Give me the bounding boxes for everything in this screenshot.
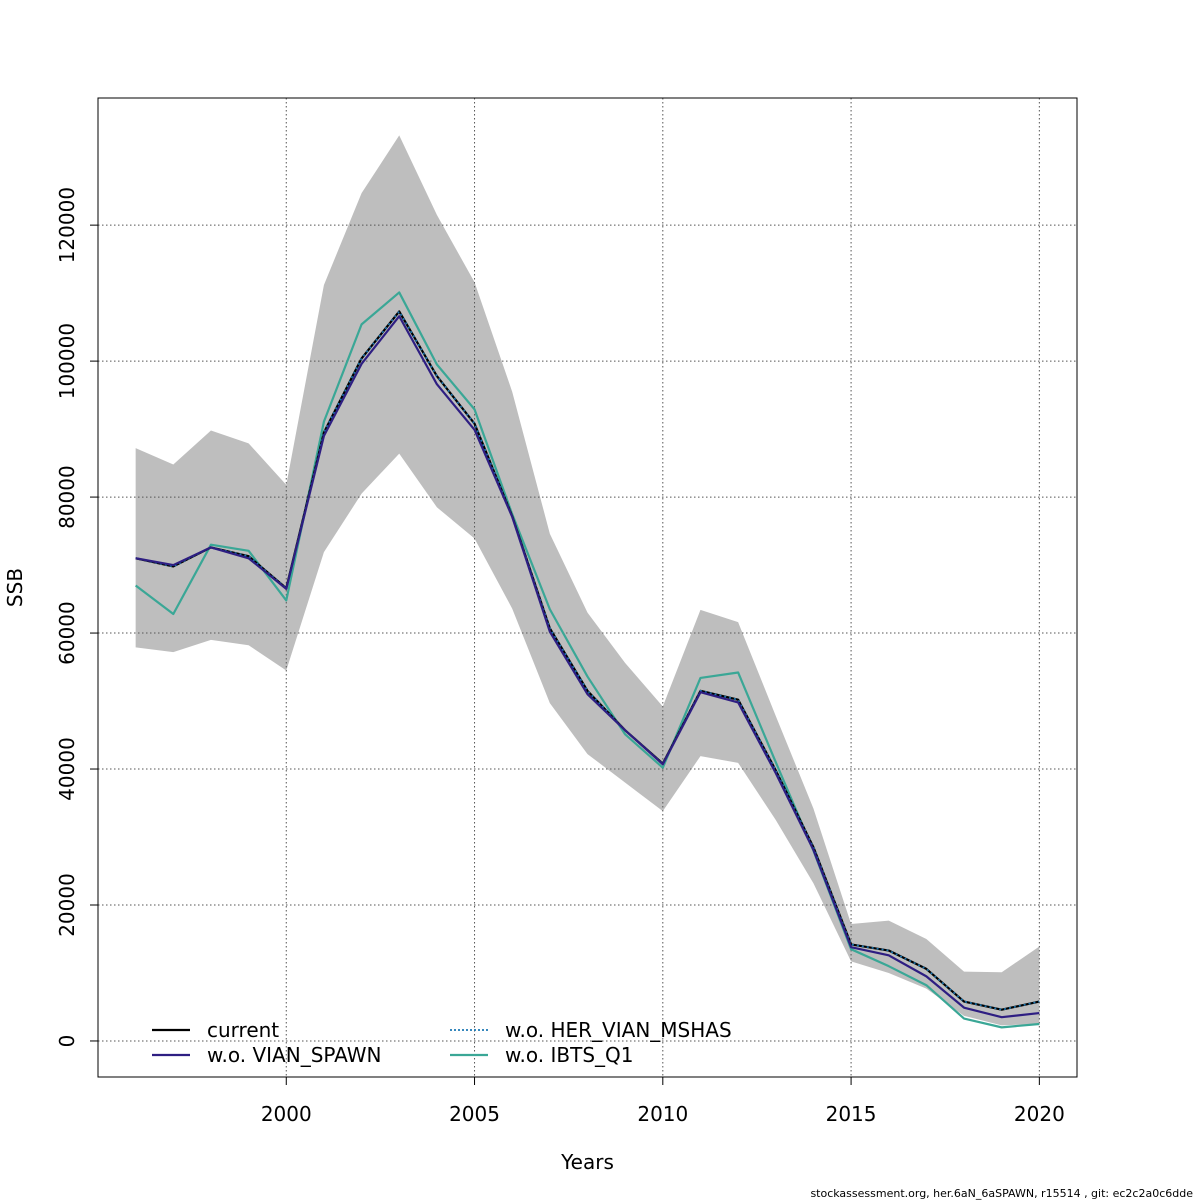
x-axis-title: Years — [560, 1150, 614, 1174]
y-axis: 0 20000 40000 60000 80000 100000 120000 — [55, 187, 98, 1047]
legend-label: current — [207, 1018, 279, 1042]
x-tick-label: 2000 — [261, 1102, 312, 1126]
series-line-1 — [135, 315, 1040, 1019]
x-tick-label: 2005 — [449, 1102, 500, 1126]
y-tick-label: 120000 — [55, 187, 79, 263]
x-axis: 2000 2005 2010 2015 2020 — [261, 1077, 1065, 1126]
y-tick-label: 60000 — [55, 601, 79, 665]
legend-label: w.o. VIAN_SPAWN — [207, 1043, 382, 1067]
y-tick-label: 100000 — [55, 323, 79, 399]
series-layer — [134, 291, 1040, 1029]
x-tick-label: 2010 — [637, 1102, 688, 1126]
x-tick-label: 2015 — [826, 1102, 877, 1126]
plot-frame — [97, 97, 1078, 1078]
y-tick-label: 20000 — [55, 873, 79, 937]
y-tick-label: 40000 — [55, 737, 79, 801]
y-axis-title: SSB — [3, 568, 27, 607]
legend-label: w.o. IBTS_Q1 — [505, 1043, 633, 1067]
legend-label: w.o. HER_VIAN_MSHAS — [505, 1018, 732, 1042]
footer-credit: stockassessment.org, her.6aN_6aSPAWN, r1… — [810, 1187, 1193, 1200]
y-tick-label: 0 — [55, 1035, 79, 1048]
x-tick-label: 2020 — [1014, 1102, 1065, 1126]
series-line-3 — [134, 291, 1040, 1029]
y-tick-label: 80000 — [55, 465, 79, 529]
